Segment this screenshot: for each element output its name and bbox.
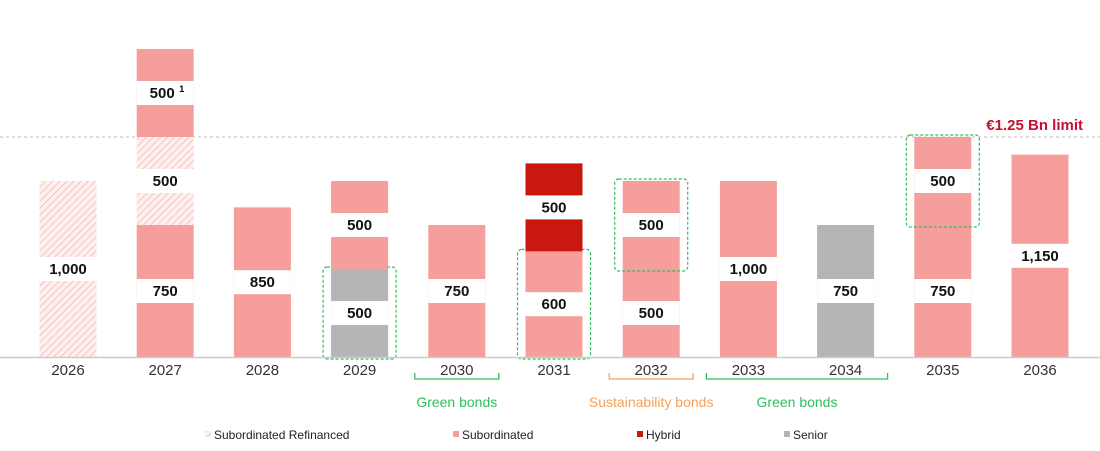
- data-label: 500: [347, 217, 372, 234]
- data-label-bg: [331, 213, 389, 237]
- x-tick-label: 2035: [926, 362, 959, 379]
- group-bracket: [705, 373, 889, 380]
- highlight-box: [614, 178, 689, 272]
- x-tick-label: 2031: [537, 362, 570, 379]
- highlight-box: [905, 134, 980, 228]
- x-tick-label: 2033: [732, 362, 765, 379]
- data-label-bg: [233, 270, 291, 295]
- data-label-bg: [428, 279, 486, 303]
- data-label: 500: [153, 173, 178, 190]
- limit-label: €1.25 Bn limit: [986, 117, 1083, 134]
- x-tick-label: 2027: [149, 362, 182, 379]
- data-label: 750: [833, 283, 858, 300]
- data-label-bg: [136, 169, 194, 193]
- data-label: 500: [150, 85, 175, 102]
- data-label-bg: [136, 279, 194, 303]
- group-bracket: [414, 373, 500, 380]
- data-label-bg: [817, 279, 875, 303]
- x-tick-label: 2032: [635, 362, 668, 379]
- legend-swatch: [453, 431, 459, 437]
- group-label: Sustainability bonds: [589, 394, 714, 410]
- data-label: 500: [639, 217, 664, 234]
- x-tick-label: 2028: [246, 362, 279, 379]
- data-label-bg: [622, 301, 680, 325]
- data-label: 1,000: [49, 261, 87, 278]
- data-label-bg: [39, 257, 97, 281]
- legend-label: Subordinated Refinanced: [214, 428, 349, 442]
- group-label: Green bonds: [757, 394, 838, 410]
- legend-label: Senior: [793, 428, 828, 442]
- footnote-marker: 1: [179, 84, 184, 94]
- data-label: 750: [153, 283, 178, 300]
- data-label: 1,000: [730, 261, 768, 278]
- data-label-bg: [1011, 243, 1069, 268]
- data-label-bg: [525, 195, 583, 220]
- data-label: 1,150: [1021, 248, 1059, 265]
- x-tick-label: 2034: [829, 362, 862, 379]
- legend-swatch: [205, 431, 211, 437]
- data-label-bg: [136, 81, 194, 105]
- legend-swatch: [784, 431, 790, 437]
- x-tick-label: 2029: [343, 362, 376, 379]
- data-label: 500: [930, 173, 955, 190]
- data-label-bg: [622, 213, 680, 237]
- data-label: 500: [639, 305, 664, 322]
- x-tick-label: 2026: [51, 362, 84, 379]
- legend-label: Subordinated: [462, 428, 533, 442]
- legend-label: Hybrid: [646, 428, 681, 442]
- data-label-bg: [914, 169, 972, 193]
- data-label: 500: [541, 199, 566, 216]
- data-label: 600: [541, 296, 566, 313]
- data-label-bg: [719, 257, 777, 281]
- data-label-bg: [914, 279, 972, 303]
- group-label: Green bonds: [416, 394, 497, 410]
- group-bracket: [608, 373, 694, 380]
- data-label: 500: [347, 305, 372, 322]
- data-label: 850: [250, 274, 275, 291]
- x-tick-label: 2030: [440, 362, 473, 379]
- legend-swatch: [637, 431, 643, 437]
- data-label-bg: [331, 301, 389, 325]
- data-label: 750: [444, 283, 469, 300]
- data-label-bg: [525, 292, 583, 317]
- x-tick-label: 2036: [1023, 362, 1056, 379]
- data-label: 750: [930, 283, 955, 300]
